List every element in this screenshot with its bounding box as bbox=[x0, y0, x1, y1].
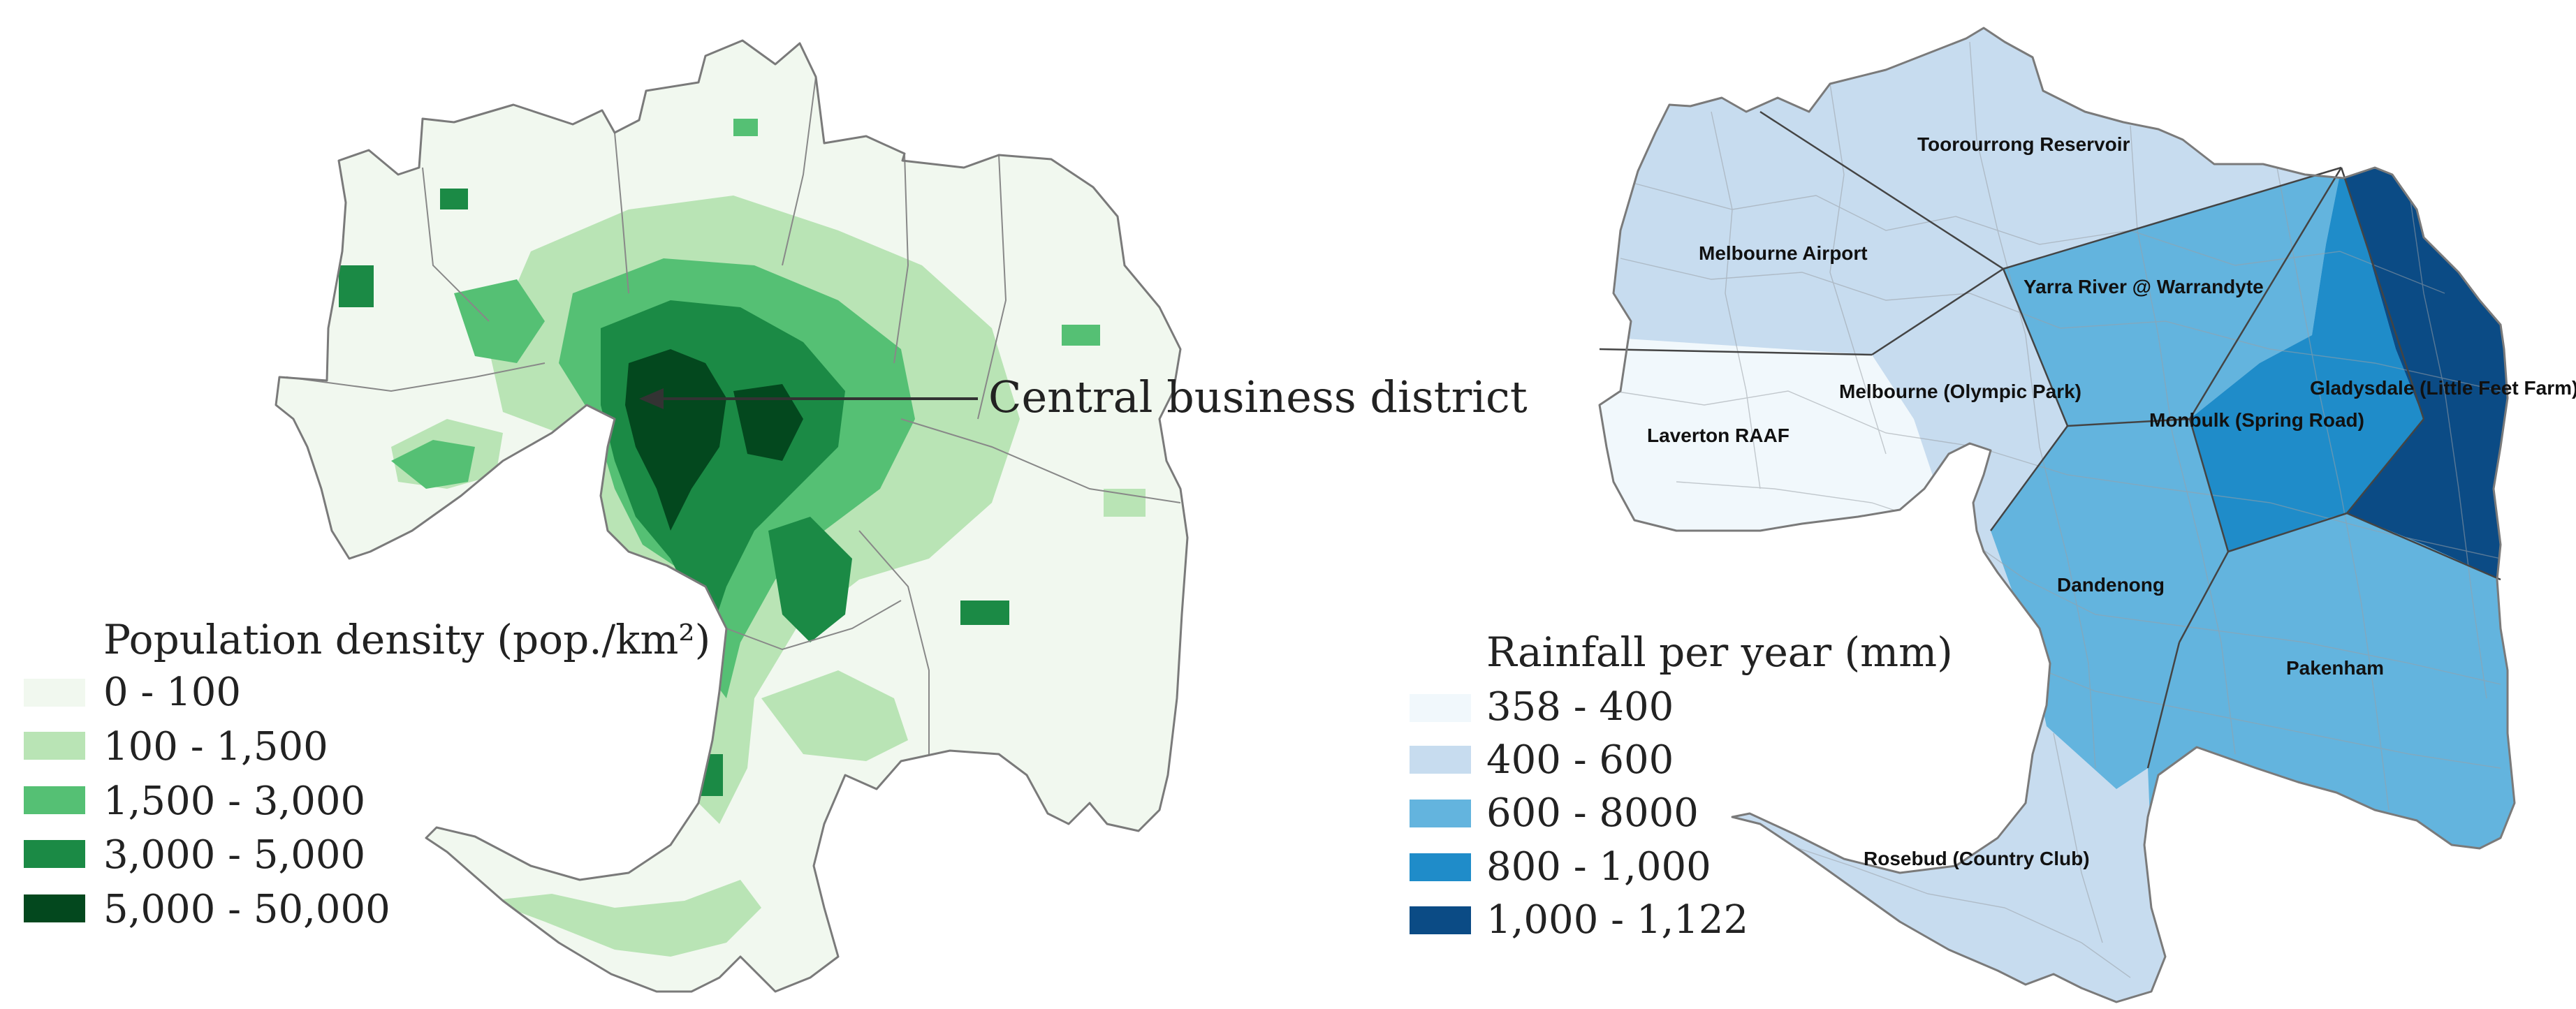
rain-label-1000-1122: 1,000 - 1,122 bbox=[1486, 897, 1748, 943]
legend-label-1500-3000: 1,500 - 3,000 bbox=[103, 779, 365, 824]
station-gladysdale: Gladysdale (Little Feet Farm) bbox=[2310, 377, 2576, 399]
rain-swatch-400-600 bbox=[1410, 746, 1471, 774]
station-rosebud: Rosebud (Country Club) bbox=[1864, 848, 2090, 869]
cbd-arrow-head bbox=[639, 388, 664, 409]
station-melbourne-airport: Melbourne Airport bbox=[1699, 242, 1868, 264]
density-patch bbox=[440, 189, 468, 209]
density-zone-peninsula bbox=[489, 880, 761, 957]
rain-cell-gladysdale bbox=[2341, 168, 2515, 580]
station-toorourrong-reservoir: Toorourrong Reservoir bbox=[1917, 133, 2130, 155]
rain-cell-melbourne-olympic-park bbox=[1872, 269, 2068, 531]
rain-swatch-1000-1122 bbox=[1410, 906, 1471, 934]
rain-label-358-400: 358 - 400 bbox=[1486, 684, 1674, 730]
legend-label-5000-50000: 5,000 - 50,000 bbox=[103, 887, 390, 932]
legend-swatch-0-100 bbox=[24, 679, 85, 707]
density-patch bbox=[733, 119, 758, 136]
station-yarra-river-warrandyte: Yarra River @ Warrandyte bbox=[2024, 276, 2264, 297]
rainfall-map-outline bbox=[1598, 27, 2516, 1003]
rain-label-800-1000: 800 - 1,000 bbox=[1486, 844, 1711, 890]
density-zone-northwest bbox=[454, 279, 545, 363]
legend-swatch-3000-5000 bbox=[24, 840, 85, 868]
legend-swatch-100-1500 bbox=[24, 732, 85, 760]
density-patch bbox=[1104, 489, 1146, 517]
population-density-map: Central business district Population den… bbox=[24, 39, 1528, 993]
population-density-fills bbox=[339, 119, 1146, 957]
legend-label-3000-5000: 3,000 - 5,000 bbox=[103, 832, 365, 878]
rain-swatch-800-1000 bbox=[1410, 853, 1471, 881]
population-legend: Population density (pop./km²) 0 - 100 10… bbox=[24, 616, 710, 932]
population-legend-title: Population density (pop./km²) bbox=[103, 616, 710, 663]
station-labels: Toorourrong Reservoir Melbourne Airport … bbox=[1647, 133, 2576, 869]
rainfall-legend: Rainfall per year (mm) 358 - 400 400 - 6… bbox=[1410, 628, 1953, 943]
density-patch bbox=[960, 601, 1009, 625]
density-patch bbox=[339, 265, 374, 307]
station-dandenong: Dandenong bbox=[2057, 574, 2165, 596]
population-map-outline bbox=[275, 39, 1189, 993]
legend-label-0-100: 0 - 100 bbox=[103, 670, 241, 715]
density-zone-core-east bbox=[733, 384, 803, 461]
rain-cell-dandenong bbox=[1991, 419, 2228, 789]
density-patch bbox=[1062, 325, 1100, 346]
rain-swatch-358-400 bbox=[1410, 694, 1471, 722]
cbd-annotation: Central business district bbox=[639, 371, 1528, 422]
rain-cell-laverton-raaf bbox=[1600, 335, 1977, 559]
voronoi-edges bbox=[1599, 110, 2501, 769]
rainfall-legend-title: Rainfall per year (mm) bbox=[1486, 628, 1953, 676]
cbd-label: Central business district bbox=[988, 371, 1528, 422]
suburb-mesh bbox=[1613, 41, 2501, 978]
rain-label-400-600: 400 - 600 bbox=[1486, 737, 1674, 783]
legend-label-100-1500: 100 - 1,500 bbox=[103, 724, 328, 769]
rain-swatch-600-8000 bbox=[1410, 800, 1471, 827]
density-zone-southeast-corridor bbox=[768, 517, 852, 642]
rain-label-600-8000: 600 - 8000 bbox=[1486, 790, 1699, 836]
legend-swatch-1500-3000 bbox=[24, 786, 85, 814]
lga-boundaries bbox=[286, 76, 1181, 754]
legend-swatch-5000-50000 bbox=[24, 894, 85, 922]
station-laverton-raaf: Laverton RAAF bbox=[1647, 425, 1790, 446]
rain-cell-monbulk bbox=[2190, 168, 2424, 552]
density-zone-southeast bbox=[761, 670, 908, 761]
rainfall-map: Toorourrong Reservoir Melbourne Airport … bbox=[1410, 27, 2576, 1003]
density-zone-west-cluster bbox=[391, 440, 475, 489]
station-monbulk: Monbulk (Spring Road) bbox=[2149, 409, 2364, 431]
rain-cell-yarra-river bbox=[2003, 168, 2341, 426]
station-melbourne-olympic-park: Melbourne (Olympic Park) bbox=[1839, 381, 2081, 402]
station-pakenham: Pakenham bbox=[2286, 657, 2384, 679]
